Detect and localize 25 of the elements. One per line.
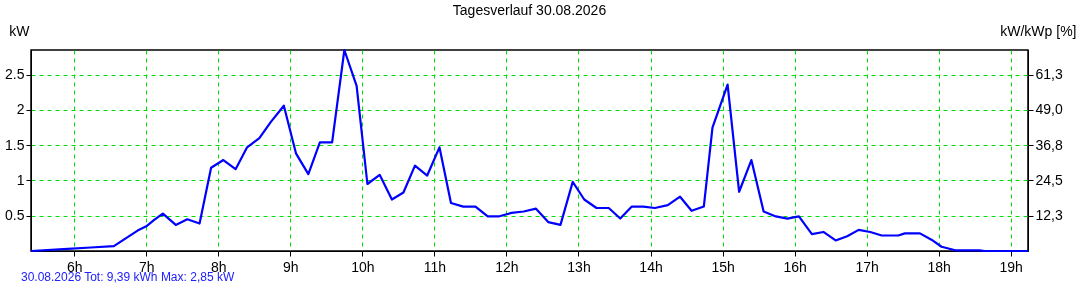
- x-tick-label: 9h: [283, 258, 299, 275]
- y-tick-label: 0.5: [5, 207, 25, 224]
- y-tick-label: 2.5: [5, 66, 25, 83]
- x-tick-label: 13h: [567, 258, 591, 275]
- y2-axis-title: kW/kWp [%]: [1000, 22, 1077, 39]
- x-tick-label: 18h: [927, 258, 951, 275]
- chart-title: Tagesverlauf 30.08.2026: [452, 2, 607, 18]
- y-tick-label: 2: [16, 101, 25, 118]
- x-tick-label: 11h: [423, 258, 447, 275]
- y-tick-label: 1: [16, 171, 25, 188]
- y-tick-label: 1.5: [5, 136, 25, 153]
- x-tick-label: 17h: [855, 258, 879, 275]
- line-series: [29, 48, 1030, 253]
- x-tick-label: 14h: [639, 258, 663, 275]
- x-tick-label: 15h: [711, 258, 735, 275]
- y2-tick-label: 61,3: [1035, 66, 1063, 83]
- y2-tick-label: 36,8: [1035, 136, 1063, 153]
- y-axis-title: kW: [9, 22, 31, 39]
- x-tick-label: 10h: [351, 258, 375, 275]
- y2-tick-label: 24,5: [1035, 171, 1063, 188]
- x-tick-label: 12h: [495, 258, 519, 275]
- y2-tick-label: 12,3: [1035, 207, 1063, 224]
- y2-tick-label: 49,0: [1035, 101, 1063, 118]
- x-tick-label: 16h: [783, 258, 807, 275]
- x-tick-label: 19h: [999, 258, 1023, 275]
